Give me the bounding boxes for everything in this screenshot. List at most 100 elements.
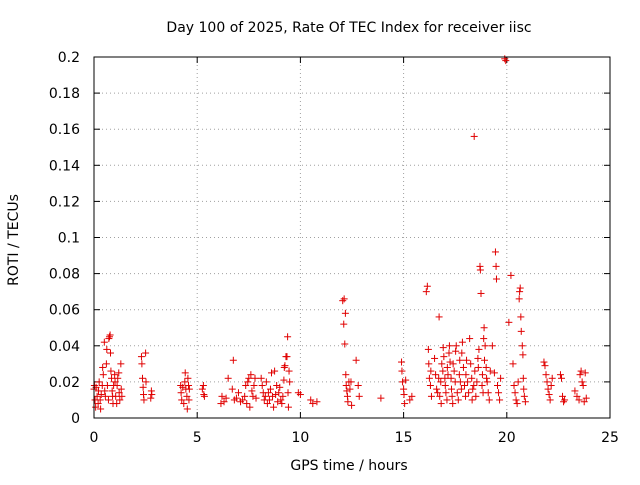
data-point [483, 374, 491, 382]
data-point [458, 338, 466, 346]
data-point [468, 374, 476, 382]
data-point [307, 396, 315, 404]
data-point [272, 391, 280, 399]
data-point [285, 367, 293, 375]
data-point [459, 363, 467, 371]
data-point [114, 374, 122, 382]
data-point [115, 369, 123, 377]
data-point [262, 378, 270, 386]
y-tick-label: 0.1 [58, 231, 80, 247]
data-point [284, 403, 292, 411]
data-point [457, 385, 465, 393]
data-point [352, 356, 360, 364]
data-point [348, 401, 356, 409]
plot-frame [93, 56, 611, 419]
data-point [342, 382, 350, 390]
data-point [347, 378, 355, 386]
data-point [251, 374, 259, 382]
x-tick-label: 15 [395, 430, 413, 446]
data-point [177, 389, 185, 397]
data-point [422, 288, 430, 296]
data-point [258, 382, 266, 390]
data-point [557, 374, 565, 382]
data-point [250, 382, 258, 390]
data-point [427, 367, 435, 375]
data-point [278, 400, 286, 408]
data-point [184, 374, 192, 382]
data-point [97, 391, 105, 399]
data-point [437, 378, 445, 386]
data-point [180, 400, 188, 408]
data-point [467, 360, 475, 368]
data-point [425, 360, 433, 368]
data-point [264, 389, 272, 397]
data-point [540, 358, 548, 366]
data-point [441, 382, 449, 390]
data-point [485, 396, 493, 404]
data-point [443, 396, 451, 404]
data-point [521, 398, 529, 406]
data-point [284, 333, 292, 341]
data-point [490, 369, 498, 377]
data-point [580, 398, 588, 406]
data-point [427, 392, 435, 400]
data-point [277, 396, 285, 404]
data-point [93, 392, 101, 400]
data-point [475, 345, 483, 353]
data-point [519, 374, 527, 382]
data-point [439, 367, 447, 375]
data-point [496, 396, 504, 404]
data-point [103, 382, 111, 390]
data-point [455, 371, 463, 379]
data-point [544, 385, 552, 393]
data-point [495, 389, 503, 397]
data-point [510, 382, 518, 390]
data-point [449, 400, 457, 408]
data-point [449, 360, 457, 368]
data-point [497, 374, 505, 382]
data-point [178, 396, 186, 404]
data-point [283, 353, 291, 361]
data-point [480, 335, 488, 343]
data-point [501, 55, 509, 63]
data-point [517, 313, 525, 321]
data-point [232, 394, 240, 402]
data-point [286, 378, 294, 386]
y-tick-label: 0.16 [49, 122, 80, 138]
data-point [515, 295, 523, 303]
data-point [229, 356, 237, 364]
data-point [147, 394, 155, 402]
data-point [96, 396, 104, 404]
data-point [406, 396, 414, 404]
data-point [472, 392, 480, 400]
data-point [474, 354, 482, 362]
data-point [137, 353, 145, 361]
data-point [436, 392, 444, 400]
data-point [517, 327, 525, 335]
data-point [460, 382, 468, 390]
data-point [561, 396, 569, 404]
data-point [582, 394, 590, 402]
data-point [453, 389, 461, 397]
data-point [435, 374, 443, 382]
data-point [426, 382, 434, 390]
data-point [270, 403, 278, 411]
data-point [576, 371, 584, 379]
ticks-layer: 0 5 10 15 20 25 0 0.02 0.04 0.06 0.08 0.1 0.12 0.14 0.… [49, 50, 619, 446]
data-point [432, 371, 440, 379]
data-point [491, 248, 499, 256]
x-tick-label: 10 [291, 430, 309, 446]
data-point [560, 398, 568, 406]
x-axis-label: GPS time / hours [290, 458, 407, 474]
data-point [577, 367, 585, 375]
data-point [185, 382, 193, 390]
data-point [464, 378, 472, 386]
data-point [265, 396, 273, 404]
data-point [284, 389, 292, 397]
data-point [99, 371, 107, 379]
data-point [243, 400, 251, 408]
data-point [344, 398, 352, 406]
y-tick-label: 0.04 [49, 339, 80, 355]
data-point [200, 391, 208, 399]
data-point [505, 318, 513, 326]
